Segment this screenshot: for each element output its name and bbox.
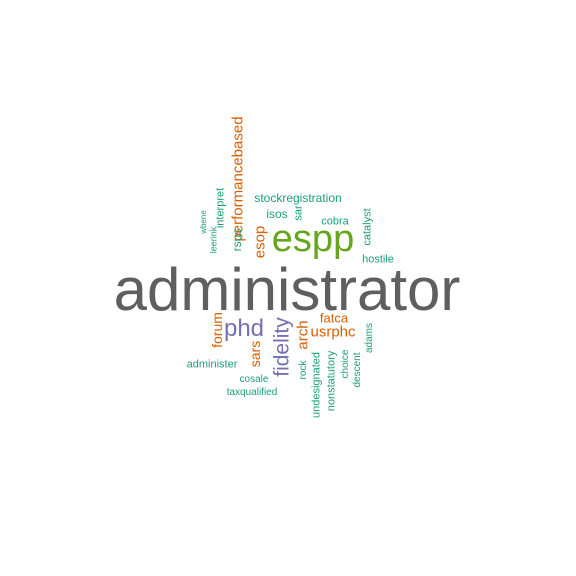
word-phd: phd (223, 315, 265, 342)
word-stockregistration: stockregistration (254, 191, 342, 205)
word-fidelity: fidelity (270, 317, 294, 377)
word-sars: sars (247, 340, 263, 368)
word-rsus: rsus (230, 228, 244, 252)
word-cosale: cosale (239, 374, 269, 385)
word-arch: arch (294, 320, 312, 350)
word-undesignated: undesignated (310, 351, 323, 419)
word-cobra: cobra (321, 215, 349, 228)
word-choice: choice (340, 349, 351, 379)
word-rock: rock (298, 360, 309, 380)
word-performancebased: performancebased (229, 116, 247, 242)
word-taxqualified: taxqualified (226, 387, 278, 398)
word-leerink: leerink (208, 226, 219, 254)
word-fatca: fatca (319, 310, 349, 326)
word-interpret: interpret (214, 187, 227, 229)
word-adams: adams (364, 322, 375, 354)
word-administer: administer (186, 358, 238, 371)
word-espp: espp (271, 218, 355, 260)
word-descent: descent (352, 352, 363, 388)
word-isos: isos (266, 207, 288, 221)
word-esop: esop (251, 225, 269, 259)
word-hostile: hostile (362, 253, 394, 266)
word-catalyst: catalyst (361, 208, 374, 246)
word-administrator: administrator (113, 256, 461, 323)
word-sar: sar (292, 205, 305, 221)
word-wbene: wbene (199, 210, 208, 234)
word-usrphc: usrphc (310, 323, 356, 341)
word-nonstatutory: nonstatutory (325, 350, 338, 412)
word-forum: forum (209, 312, 225, 348)
